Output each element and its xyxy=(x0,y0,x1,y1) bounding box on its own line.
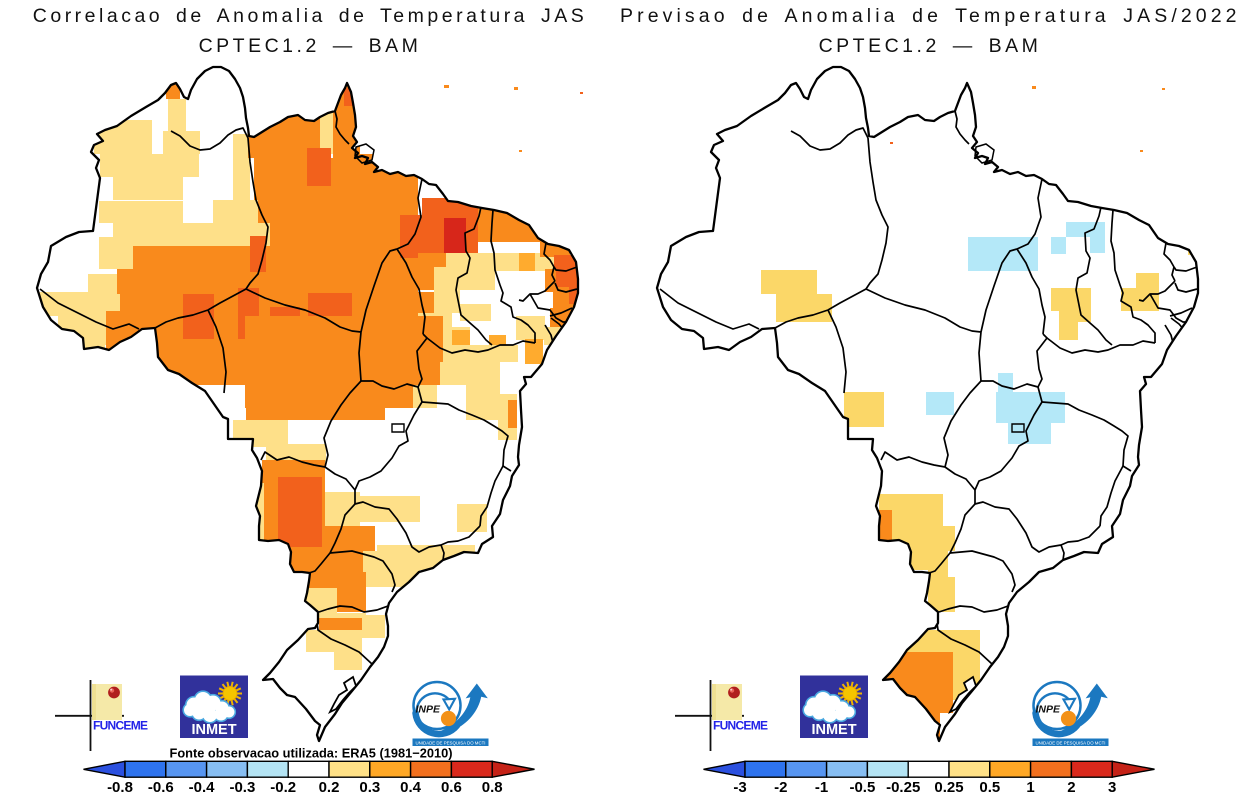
svg-text:-0.2: -0.2 xyxy=(270,779,296,796)
svg-text:-3: -3 xyxy=(733,779,746,796)
svg-text:INPE: INPE xyxy=(416,704,442,716)
svg-text:UNIDADE DE PESQUISA DO MCTI: UNIDADE DE PESQUISA DO MCTI xyxy=(416,740,486,745)
svg-text:0.6: 0.6 xyxy=(441,779,462,796)
svg-text:-0.5: -0.5 xyxy=(849,779,875,796)
svg-text:1: 1 xyxy=(1026,779,1034,796)
svg-text:Fonte observacao utilizada: ER: Fonte observacao utilizada: ERA5 (1981−2… xyxy=(170,746,453,761)
svg-text:-1: -1 xyxy=(815,779,828,796)
svg-text:INMET: INMET xyxy=(191,722,236,738)
svg-text:-0.25: -0.25 xyxy=(886,779,920,796)
svg-text:3: 3 xyxy=(1108,779,1116,796)
svg-text:-2: -2 xyxy=(774,779,787,796)
svg-text:-0.8: -0.8 xyxy=(107,779,133,796)
svg-text:FUNCEME: FUNCEME xyxy=(93,719,148,733)
svg-text:UNIDADE DE PESQUISA DO MCTI: UNIDADE DE PESQUISA DO MCTI xyxy=(1036,740,1106,745)
svg-text:-0.6: -0.6 xyxy=(148,779,174,796)
svg-text:0.5: 0.5 xyxy=(979,779,1000,796)
svg-text:0.25: 0.25 xyxy=(934,779,963,796)
svg-text:FUNCEME: FUNCEME xyxy=(713,719,768,733)
svg-text:2: 2 xyxy=(1067,779,1075,796)
svg-text:0.8: 0.8 xyxy=(482,779,503,796)
svg-text:0.2: 0.2 xyxy=(319,779,340,796)
svg-text:0.4: 0.4 xyxy=(400,779,422,796)
svg-text:INMET: INMET xyxy=(811,722,856,738)
svg-text:-0.4: -0.4 xyxy=(189,779,216,796)
svg-text:0.3: 0.3 xyxy=(359,779,380,796)
svg-text:-0.3: -0.3 xyxy=(229,779,255,796)
svg-text:INPE: INPE xyxy=(1036,704,1062,716)
